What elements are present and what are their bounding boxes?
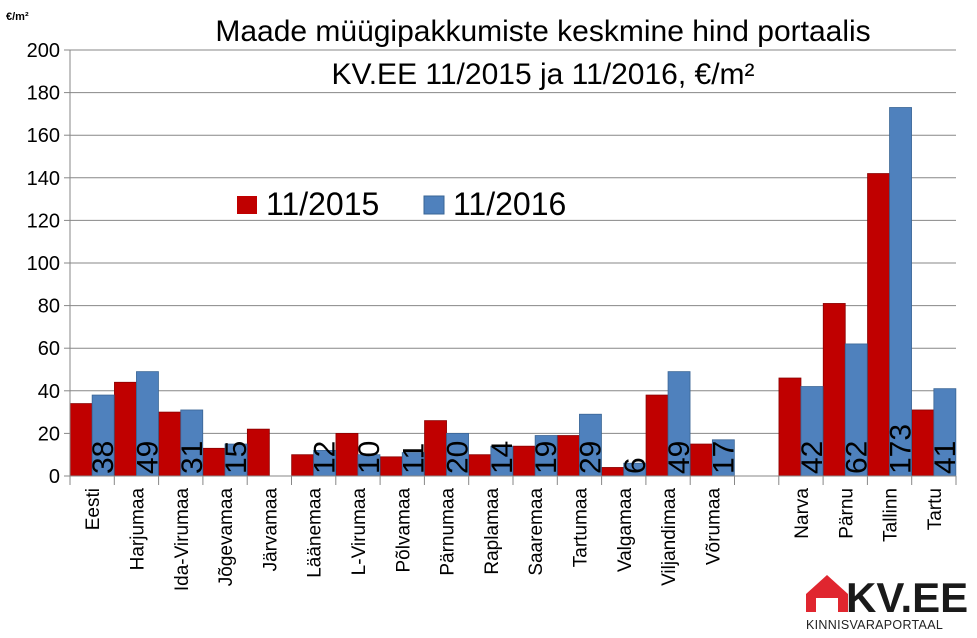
category-label: Tartu [925, 488, 946, 530]
category-label: Pärnumaa [438, 488, 459, 576]
data-label: 6 [619, 457, 652, 474]
legend-label-11-2015: 11/2015 [266, 186, 379, 222]
data-label: 38 [87, 441, 120, 474]
category-label: Tallinn [881, 488, 902, 542]
bars [69, 107, 957, 477]
data-label: 62 [840, 441, 873, 474]
legend-swatch-11-2016 [423, 195, 445, 215]
data-label: 10 [353, 441, 386, 474]
chart-title-line-1: Maade müügipakkumiste keskmine hind port… [215, 15, 870, 48]
logo-subtitle: KINNISVARAPORTAAL [806, 618, 943, 632]
y-tick-label: 60 [38, 338, 60, 360]
data-label: 19 [530, 441, 563, 474]
data-labels: 38 49 31 15 12 10 11 20 14 19 29 6 49 17 42 62 173 41 [87, 424, 962, 474]
y-tick-label: 40 [38, 381, 60, 403]
category-label: Võrumaa [703, 488, 724, 566]
data-label: 42 [796, 441, 829, 474]
category-label: Narva [792, 488, 813, 539]
category-label: Eesti [83, 488, 104, 530]
category-label: Läänemaa [305, 488, 326, 578]
logo-text: KV.EE [846, 574, 968, 621]
legend-swatch-11-2015 [237, 196, 257, 214]
data-label: 11 [397, 443, 430, 474]
kv-ee-logo: KV.EE KINNISVARAPORTAAL [806, 574, 968, 632]
data-label: 49 [131, 441, 164, 474]
gridlines [70, 49, 956, 434]
y-tick-label: 80 [38, 296, 60, 318]
data-label: 29 [574, 441, 607, 474]
bar-11-2016 [889, 107, 912, 477]
y-tick-label: 0 [49, 466, 60, 488]
axes [69, 50, 957, 485]
data-label: 173 [885, 424, 918, 474]
house-icon [806, 575, 848, 612]
legend-label-11-2016: 11/2016 [453, 186, 566, 222]
y-tick-label: 140 [27, 168, 60, 190]
category-labels: Eesti Harjumaa Ida-Virumaa Jõgevamaa Järvama… [83, 488, 946, 592]
category-label: Ida-Virumaa [172, 488, 193, 592]
category-label: Järvamaa [260, 488, 281, 572]
y-axis-ticks: 0 20 40 60 80 100 120 140 160 180 200 [27, 40, 70, 488]
data-label: 15 [220, 441, 253, 474]
y-tick-label: 120 [27, 210, 60, 232]
data-label: 17 [707, 441, 740, 474]
category-label: Saaremaa [526, 488, 547, 576]
category-label: L-Virumaa [349, 488, 370, 576]
data-label: 31 [176, 441, 209, 474]
category-label: Tartumaa [570, 488, 591, 568]
data-label: 41 [929, 441, 962, 474]
data-label: 49 [663, 441, 696, 474]
y-tick-label: 160 [27, 125, 60, 147]
category-label: Valgamaa [615, 488, 636, 573]
data-label: 14 [486, 441, 519, 474]
y-tick-label: 20 [38, 423, 60, 445]
legend: 11/2015 11/2016 [237, 186, 566, 222]
category-label: Põlvamaa [393, 488, 414, 573]
y-tick-label: 180 [27, 83, 60, 105]
category-label: Raplamaa [482, 488, 503, 575]
chart-title-line-2: KV.EE 11/2015 ja 11/2016, €/m² [331, 58, 754, 91]
unit-label: €/m² [6, 11, 29, 23]
category-label: Pärnu [836, 488, 857, 539]
y-tick-label: 100 [27, 253, 60, 275]
y-tick-label: 200 [27, 40, 60, 62]
category-label: Jõgevamaa [216, 488, 237, 587]
data-label: 20 [442, 441, 475, 474]
data-label: 12 [309, 441, 342, 474]
category-label: Viljandimaa [659, 488, 680, 586]
category-label: Harjumaa [127, 488, 148, 571]
